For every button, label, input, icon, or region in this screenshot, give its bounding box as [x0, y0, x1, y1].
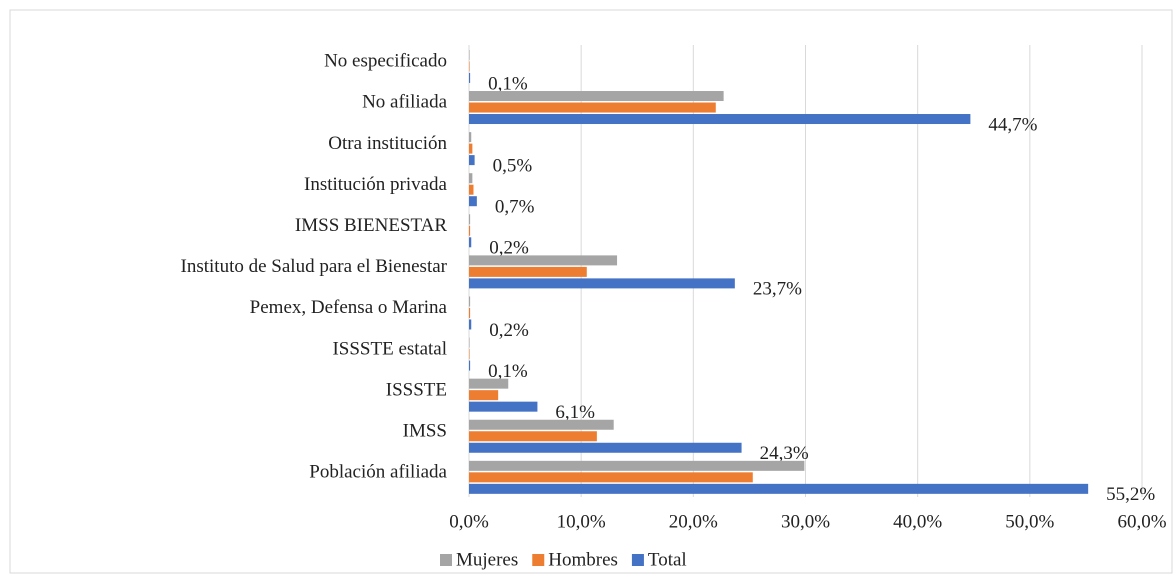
bar: [469, 255, 618, 266]
bar: [469, 155, 475, 166]
data-label: 0,2%: [489, 320, 529, 341]
bar: [469, 419, 614, 430]
data-label: 23,7%: [753, 279, 802, 300]
bar: [469, 102, 716, 113]
y-tick-label: Instituto de Salud para el Bienestar: [181, 256, 448, 277]
legend-label: Mujeres: [456, 549, 518, 570]
bar: [469, 401, 538, 412]
y-tick-label: No afiliada: [362, 92, 448, 113]
x-tick-label: 10,0%: [557, 511, 606, 532]
bar: [469, 337, 470, 348]
x-tick-label: 60,0%: [1117, 511, 1166, 532]
y-tick-label: Población afiliada: [309, 462, 447, 483]
y-tick-label: ISSSTE: [386, 379, 447, 400]
y-tick-label: Pemex, Defensa o Marina: [250, 297, 448, 318]
bar: [469, 132, 472, 143]
bar: [469, 225, 471, 236]
bar: [469, 72, 471, 83]
bar: [469, 472, 753, 483]
bar: [469, 266, 587, 277]
bar: [469, 61, 470, 72]
data-label: 0,7%: [495, 197, 535, 218]
data-label: 55,2%: [1106, 484, 1155, 505]
legend-swatch: [440, 554, 452, 566]
bar: [469, 378, 509, 389]
bar: [469, 319, 472, 330]
bar: [469, 483, 1089, 494]
bar: [469, 173, 473, 184]
bar: [469, 237, 472, 248]
bar: [469, 431, 597, 442]
y-tick-label: IMSS BIENESTAR: [295, 215, 447, 236]
bar: [469, 296, 471, 307]
bar: [469, 196, 477, 207]
y-tick-label: ISSSTE estatal: [332, 338, 447, 359]
bar: [469, 349, 470, 360]
data-label: 6,1%: [555, 402, 595, 423]
bar: [469, 184, 474, 195]
data-label: 0,1%: [488, 73, 528, 94]
x-tick-label: 0,0%: [449, 511, 489, 532]
bar: [469, 143, 473, 154]
x-tick-label: 50,0%: [1005, 511, 1054, 532]
bar: [469, 278, 735, 289]
bar: [469, 442, 742, 453]
legend-swatch: [631, 554, 644, 566]
x-tick-label: 20,0%: [669, 511, 718, 532]
x-tick-label: 30,0%: [781, 511, 830, 532]
data-label: 24,3%: [760, 443, 809, 464]
data-label: 44,7%: [988, 114, 1037, 135]
bar: [469, 307, 471, 318]
data-label: 0,5%: [493, 155, 533, 176]
chart-border: [9, 9, 1173, 574]
bar: [469, 114, 971, 125]
bar: [469, 49, 470, 60]
data-label: 0,2%: [489, 238, 529, 259]
data-label: 0,1%: [488, 361, 528, 382]
bar: [469, 460, 805, 471]
bar: [469, 360, 471, 371]
y-tick-label: IMSS: [403, 420, 447, 441]
y-tick-label: Otra institución: [328, 133, 447, 154]
bar: [469, 91, 724, 102]
y-tick-label: No especificado: [324, 51, 447, 72]
y-tick-label: Institución privada: [304, 174, 448, 195]
legend-swatch: [532, 554, 545, 566]
x-tick-label: 40,0%: [893, 511, 942, 532]
legend-label: Total: [648, 549, 687, 570]
bar: [469, 390, 499, 401]
bar: [469, 214, 471, 225]
legend-label: Hombres: [548, 549, 618, 570]
